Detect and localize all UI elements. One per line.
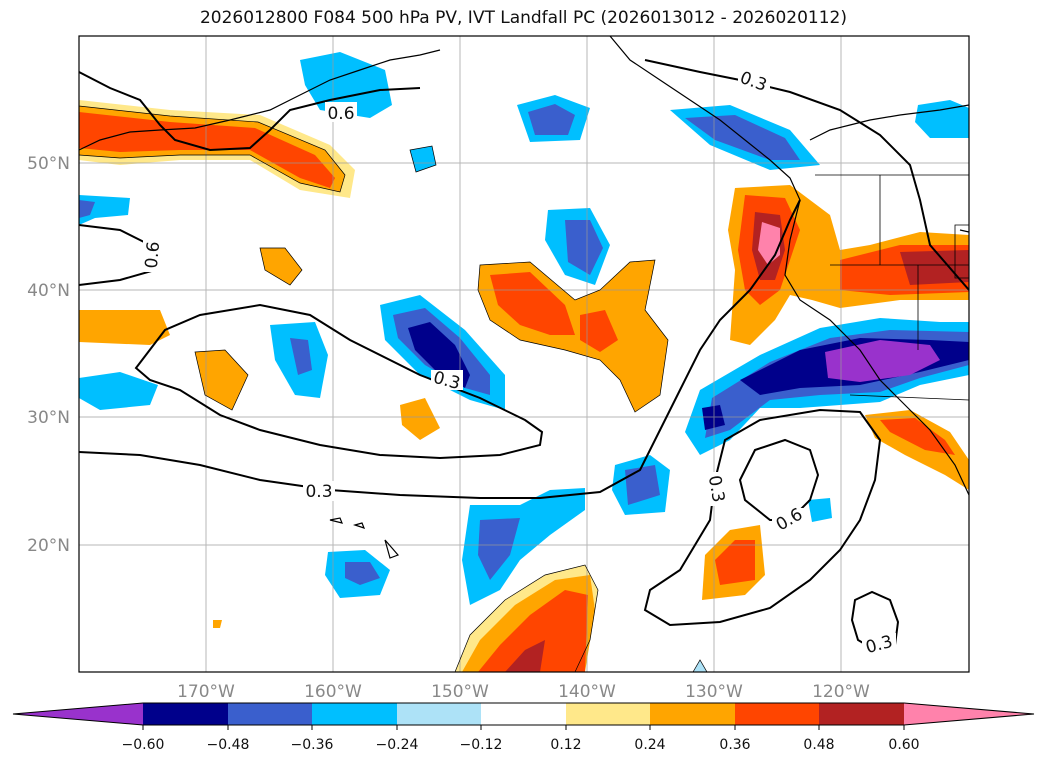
colorbar-tick: 0.24: [634, 737, 665, 753]
lon-label: 150°W: [431, 682, 489, 702]
map-frame: [78, 35, 970, 673]
coastlines: [79, 36, 969, 559]
colorbar-tick: 0.48: [803, 737, 834, 753]
colorbar-tick: 0.12: [550, 737, 581, 753]
colorbar-swatch: [735, 703, 819, 725]
shade-outlines: [79, 105, 669, 672]
colorbar-swatch: [397, 703, 481, 725]
pc-contours: [79, 59, 969, 652]
colorbar-tick: −0.36: [291, 737, 334, 753]
colorbar-swatch: [566, 703, 650, 725]
colorbar-tick: 0.36: [719, 737, 750, 753]
lon-label: 130°W: [685, 682, 743, 702]
colorbar-swatch: [819, 703, 904, 725]
colorbar-swatch: [650, 703, 735, 725]
colorbar-tick: −0.60: [122, 737, 165, 753]
contour-label: 0.3: [305, 482, 332, 502]
longitude-labels: 170°W 160°W 150°W 140°W 130°W 120°W: [177, 682, 870, 702]
colorbar-tick: −0.24: [376, 737, 419, 753]
lat-label: 40°N: [27, 281, 70, 301]
colorbar-swatch: [312, 703, 397, 725]
colorbar-tick: −0.12: [460, 737, 503, 753]
lat-label: 20°N: [27, 536, 70, 556]
shaded-fields: [79, 52, 969, 672]
map-title: 2026012800 F084 500 hPa PV, IVT Landfall…: [199, 8, 847, 28]
contour-label: 0.6: [327, 104, 354, 124]
latitude-labels: 50°N 40°N 30°N 20°N: [27, 154, 70, 556]
lat-label: 30°N: [27, 408, 70, 428]
map-plot-area: [79, 36, 969, 672]
lon-label: 160°W: [304, 682, 362, 702]
state-borders: [815, 174, 969, 401]
colorbar-extend-low: [13, 703, 143, 725]
contour-label: 0.6: [142, 241, 164, 270]
lon-label: 140°W: [558, 682, 616, 702]
colorbar-tick: 0.60: [888, 737, 919, 753]
contour-label: 0.3: [704, 474, 728, 504]
colorbar-extend-high: [904, 703, 1034, 725]
colorbar-swatch: [143, 703, 228, 725]
colorbar-swatch: [481, 703, 566, 725]
colorbar-tick: −0.48: [207, 737, 250, 753]
colorbar-swatch: [228, 703, 312, 725]
lon-label: 120°W: [812, 682, 870, 702]
colorbar: −0.60 −0.48 −0.36 −0.24 −0.12 0.12 0.24 …: [12, 702, 1035, 753]
lon-label: 170°W: [177, 682, 235, 702]
lat-label: 50°N: [27, 154, 70, 174]
